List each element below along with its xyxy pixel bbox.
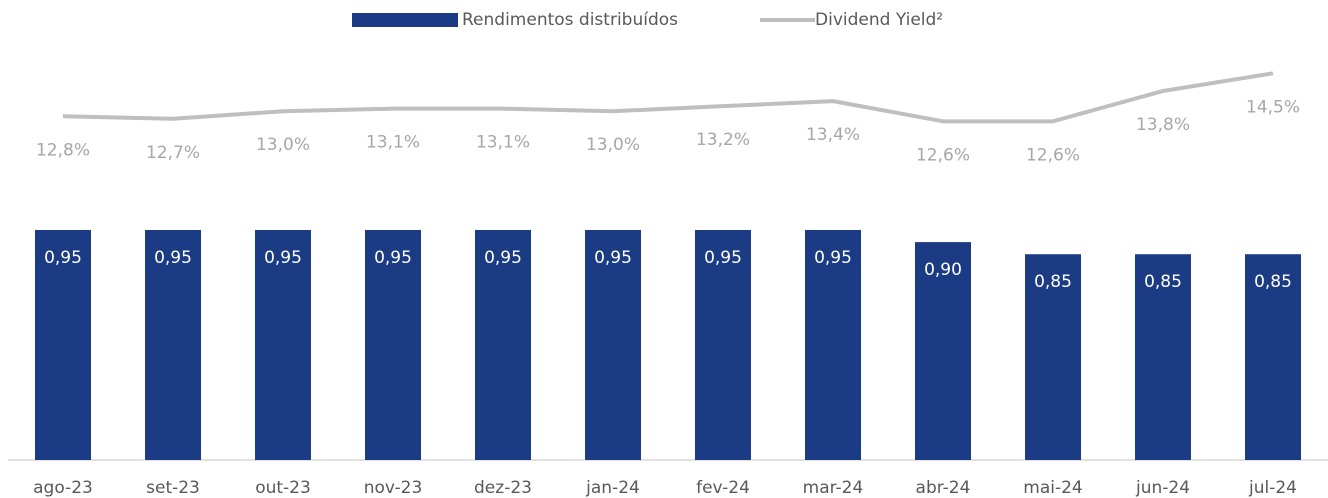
data-label: 0,85 (1034, 272, 1072, 292)
data-label: 0,90 (924, 260, 962, 280)
data-label: 12,7% (146, 143, 200, 163)
bar (365, 230, 421, 460)
data-label: 14,5% (1246, 97, 1300, 117)
bar (1245, 254, 1301, 460)
line (62, 71, 1274, 124)
x-tick-label: jan-24 (585, 478, 640, 498)
bar (805, 230, 861, 460)
data-label: 12,8% (36, 140, 90, 160)
data-label: 0,95 (44, 248, 82, 268)
bar (1025, 254, 1081, 460)
x-tick-label: abr-24 (916, 478, 971, 498)
data-label: 13,0% (256, 135, 310, 155)
x-tick-label: dez-23 (474, 478, 532, 498)
bar (475, 230, 531, 460)
data-label: 0,85 (1144, 272, 1182, 292)
data-label: 13,2% (696, 130, 750, 150)
x-tick-label: fev-24 (696, 478, 750, 498)
bar (585, 230, 641, 460)
bar (915, 242, 971, 460)
data-label: 13,4% (806, 125, 860, 145)
data-label: 13,1% (476, 133, 530, 153)
data-label: 0,85 (1254, 272, 1292, 292)
data-label: 0,95 (704, 248, 742, 268)
data-label: 0,95 (594, 248, 632, 268)
x-tick-label: jul-24 (1248, 478, 1297, 498)
data-label: 13,0% (586, 135, 640, 155)
x-tick-label: mar-24 (803, 478, 864, 498)
data-label: 0,95 (484, 248, 522, 268)
data-label: 12,6% (916, 145, 970, 165)
x-tick-label: jun-24 (1135, 478, 1190, 498)
data-label: 0,95 (814, 248, 852, 268)
x-tick-label: nov-23 (364, 478, 423, 498)
legend-label: Rendimentos distribuídos (462, 10, 678, 30)
x-tick-label: out-23 (255, 478, 311, 498)
x-tick-label: ago-23 (33, 478, 93, 498)
data-label: 13,8% (1136, 115, 1190, 135)
bar (35, 230, 91, 460)
legend-label: Dividend Yield² (815, 10, 943, 30)
bar (255, 230, 311, 460)
legend-swatch (352, 13, 458, 27)
x-tick-label: set-23 (146, 478, 200, 498)
data-label: 0,95 (264, 248, 302, 268)
bar (695, 230, 751, 460)
data-label: 0,95 (154, 248, 192, 268)
data-label: 0,95 (374, 248, 412, 268)
data-label: 13,1% (366, 133, 420, 153)
bar (145, 230, 201, 460)
x-tick-label: mai-24 (1023, 478, 1082, 498)
data-label: 12,6% (1026, 145, 1080, 165)
bar (1135, 254, 1191, 460)
